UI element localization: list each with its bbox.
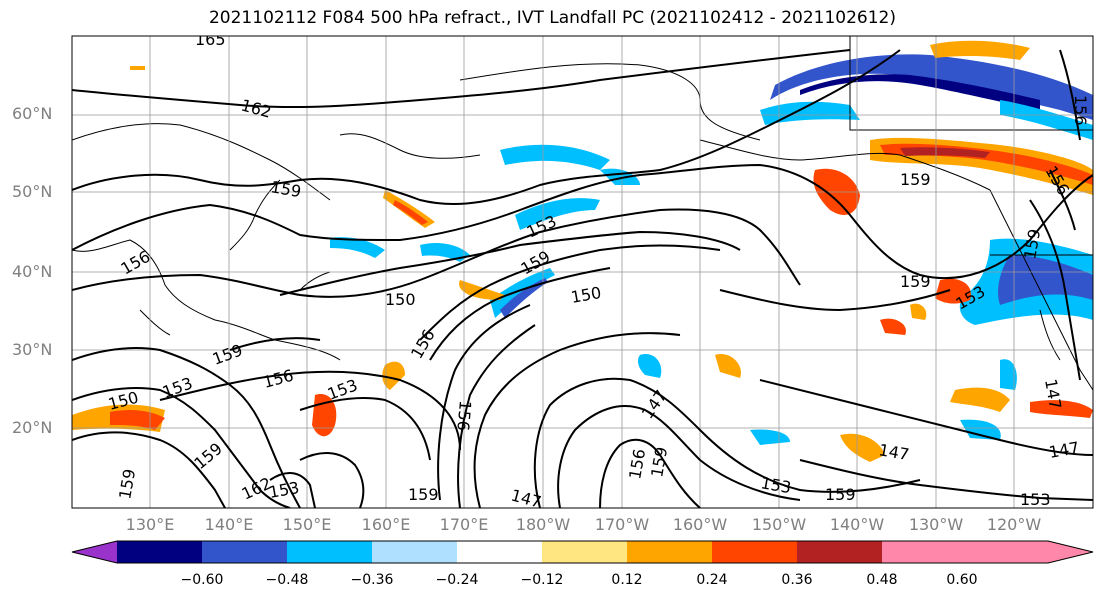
contour-label: 156	[625, 447, 649, 480]
colorbar-bin	[542, 541, 627, 563]
lon-label: 130°W	[908, 515, 964, 534]
contour-label: 159	[408, 485, 439, 504]
contour-label: 156	[1071, 95, 1090, 126]
colorbar-right-extension	[882, 541, 1093, 563]
contour-label: 159	[825, 485, 856, 504]
contour-label: 159	[269, 177, 302, 201]
lon-label: 130°E	[125, 515, 175, 534]
colorbar-tick-label: −0.60	[180, 572, 224, 588]
contour-label: 159	[900, 170, 931, 189]
lon-label: 170°W	[594, 515, 650, 534]
lon-label: 180°W	[515, 515, 571, 534]
contour-label: 165	[195, 30, 226, 49]
lat-label: 20°N	[12, 418, 53, 437]
lat-label: 40°N	[12, 262, 53, 281]
colorbar-bin	[202, 541, 287, 563]
colorbar-tick-label: 0.48	[866, 572, 898, 588]
colorbar-bin	[627, 541, 712, 563]
colorbar-tick-label: 0.36	[781, 572, 813, 588]
colorbar-tick-label: 0.60	[946, 572, 978, 588]
colorbar	[71, 540, 1094, 564]
contour-label: 156	[407, 326, 439, 362]
colorbar-tick-label: 0.12	[611, 572, 643, 588]
lat-label: 60°N	[12, 104, 53, 123]
contour-label: 159	[647, 445, 671, 478]
colorbar-tick-label: 0.24	[696, 572, 728, 588]
colorbar-tick-label: −0.12	[520, 572, 564, 588]
lat-label: 30°N	[12, 340, 53, 359]
colorbar-tick-label: −0.24	[435, 572, 479, 588]
colorbar-bin	[117, 541, 202, 563]
contour-label: 162	[239, 96, 273, 122]
colorbar-left-extension	[72, 541, 117, 563]
contour-label: 153	[1020, 490, 1051, 509]
colorbar-tick-label: −0.36	[350, 572, 394, 588]
lat-label: 50°N	[12, 182, 53, 201]
contour-label: 147	[1047, 438, 1080, 462]
contour-label: 159	[900, 272, 931, 291]
contour-label: 147	[877, 440, 910, 464]
shading-regions	[72, 40, 1093, 462]
contour-label: 153	[325, 375, 360, 403]
contour-label: 147	[638, 386, 671, 422]
contour-label: 156	[261, 366, 295, 392]
contour-label: 159	[190, 439, 226, 473]
refractivity-contours	[72, 49, 1093, 508]
lon-label: 160°E	[361, 515, 411, 534]
contour-label: 159	[115, 467, 139, 500]
contour-label: 150	[385, 290, 416, 309]
coastlines	[72, 36, 1093, 391]
lon-label: 160°W	[672, 515, 728, 534]
colorbar-bin	[457, 541, 542, 563]
lon-label: 140°W	[829, 515, 885, 534]
map-frame	[71, 35, 1094, 509]
lon-label: 150°E	[282, 515, 332, 534]
contour-label: 153	[160, 373, 195, 401]
colorbar-bin	[797, 541, 882, 563]
map-title: 2021102112 F084 500 hPa refract., IVT La…	[208, 8, 896, 28]
colorbar-bin	[372, 541, 457, 563]
contour-label: 156	[118, 247, 154, 279]
contour-label: 159	[210, 340, 245, 368]
contour-label: 156	[453, 400, 475, 432]
contour-label: 150	[569, 283, 602, 307]
colorbar-tick-label: −0.48	[265, 572, 309, 588]
lon-label: 120°W	[986, 515, 1042, 534]
lon-label: 150°W	[751, 515, 807, 534]
gridlines	[72, 36, 1093, 508]
lon-label: 170°E	[439, 515, 489, 534]
colorbar-bin	[712, 541, 797, 563]
contour-label: 147	[509, 486, 543, 512]
colorbar-bin	[287, 541, 372, 563]
lon-label: 140°E	[204, 515, 254, 534]
